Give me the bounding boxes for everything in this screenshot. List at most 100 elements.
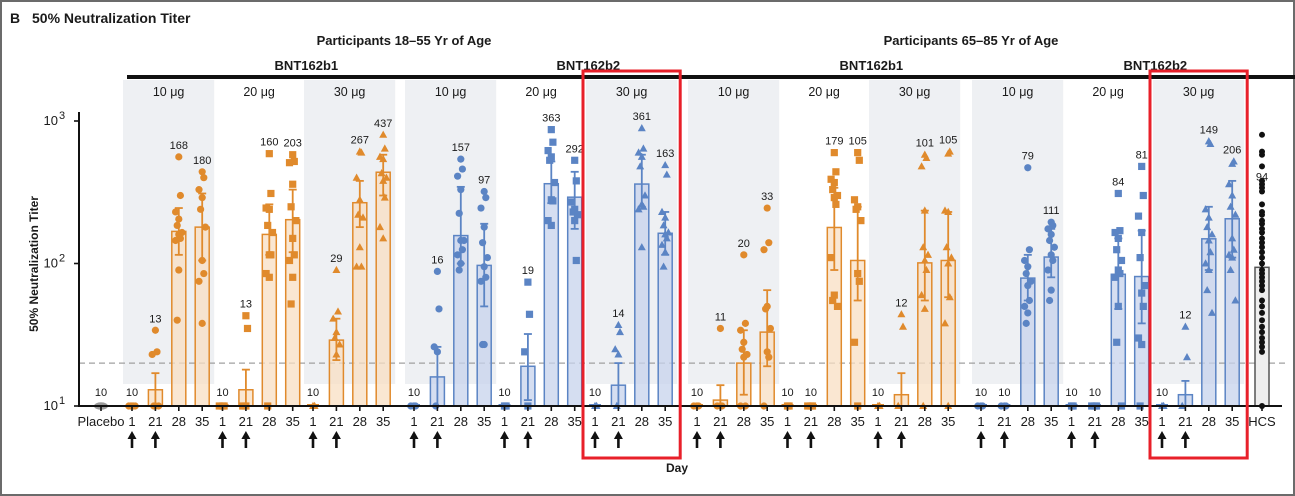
hcs-data-point — [1259, 211, 1265, 218]
vaccination-arrow-head — [999, 431, 1009, 439]
x-tick-label: 21 — [430, 414, 444, 429]
data-point — [176, 191, 184, 200]
dose-label: 20 μg — [1092, 85, 1124, 99]
gmt-value-label: 10 — [998, 387, 1010, 399]
hcs-data-point — [1259, 329, 1265, 336]
x-tick-label: 1 — [410, 414, 417, 429]
gmt-value-label: 13 — [149, 313, 161, 325]
x-tick-label: 1 — [1158, 414, 1165, 429]
vaccination-arrow-head — [500, 431, 509, 439]
hcs-data-point — [1259, 188, 1265, 195]
y-axis-label: 50% Neutralization Titer — [27, 196, 41, 332]
gmt-value-label: 97 — [478, 175, 490, 187]
data-point — [173, 316, 181, 324]
data-point — [947, 253, 956, 261]
dose-label: 30 μg — [899, 85, 931, 99]
data-point — [1134, 334, 1143, 342]
vaccine-label: BNT162b2 — [557, 58, 621, 73]
x-tick-label: 35 — [760, 414, 774, 429]
data-point — [289, 273, 297, 281]
data-point — [1113, 246, 1121, 254]
x-tick-label: 21 — [894, 414, 908, 429]
vaccination-arrow-head — [896, 431, 906, 439]
data-point — [639, 202, 648, 210]
data-point — [571, 217, 579, 225]
data-point — [637, 124, 646, 132]
data-point — [616, 327, 624, 336]
x-tick-label: 28 — [1111, 414, 1125, 429]
data-point — [1113, 338, 1121, 346]
data-point — [830, 194, 838, 202]
data-point — [854, 269, 862, 278]
data-point — [922, 265, 931, 274]
gmt-value-label: 33 — [761, 191, 773, 203]
placebo-gmt-label: 10 — [95, 387, 107, 399]
data-point — [1024, 309, 1032, 317]
data-point — [760, 246, 768, 254]
data-point — [1138, 340, 1146, 349]
day-group: 437 — [374, 118, 392, 407]
data-point — [830, 178, 838, 187]
data-point — [355, 195, 364, 203]
data-point — [1229, 157, 1238, 165]
gmt-bar — [634, 183, 650, 407]
data-point — [332, 265, 341, 274]
data-point — [264, 221, 272, 230]
data-point — [1204, 213, 1213, 221]
hcs-data-point — [1259, 278, 1265, 285]
data-point — [945, 147, 954, 155]
data-point — [287, 300, 295, 308]
vaccine-label: BNT162b2 — [1124, 58, 1188, 73]
x-tick-label: 1 — [1068, 414, 1075, 429]
data-point — [1049, 256, 1057, 265]
day-group: 79 — [1020, 151, 1036, 407]
data-point — [763, 204, 771, 212]
vaccination-arrow-head — [1090, 431, 1100, 439]
data-point — [549, 138, 557, 146]
data-point — [483, 254, 491, 262]
data-point — [172, 208, 180, 216]
data-point — [547, 126, 555, 134]
data-point — [547, 221, 555, 230]
data-point — [611, 345, 620, 353]
day-group: 160 — [260, 137, 278, 410]
data-point — [1047, 230, 1055, 239]
data-point — [1047, 286, 1055, 294]
day-group: 105 — [849, 136, 867, 410]
hcs-data-point — [1259, 323, 1265, 330]
data-point — [198, 168, 206, 176]
data-point — [524, 278, 532, 286]
dose-label: 10 μg — [435, 85, 467, 99]
x-tick-label: 35 — [941, 414, 955, 429]
day-group: 180 — [193, 155, 211, 407]
data-point — [1046, 236, 1054, 245]
vaccination-arrow-head — [1180, 431, 1190, 439]
data-point — [379, 176, 388, 184]
data-point — [1117, 256, 1126, 265]
day-group: 292 — [566, 143, 584, 407]
x-tick-label: 28 — [635, 414, 649, 429]
data-point — [827, 254, 835, 262]
gmt-value-label: 10 — [126, 387, 138, 399]
data-point — [200, 269, 208, 278]
day-group: 81 — [1133, 149, 1150, 410]
day-group: 111 — [1043, 205, 1060, 407]
data-point — [1022, 269, 1030, 278]
data-point — [197, 205, 205, 213]
hcs-data-point — [1259, 254, 1265, 261]
x-tick-label: 21 — [239, 414, 253, 429]
data-point — [829, 296, 837, 305]
x-tick-label-placebo: Placebo — [78, 414, 125, 429]
vaccination-arrow-head — [523, 431, 533, 439]
x-tick-label: 21 — [148, 414, 162, 429]
data-point — [572, 256, 580, 265]
data-point — [661, 248, 670, 256]
data-point — [662, 170, 671, 178]
dose-label: 30 μg — [1183, 85, 1215, 99]
data-point — [198, 256, 206, 265]
gmt-bar — [1043, 256, 1059, 407]
data-point — [379, 154, 388, 163]
age-group-label: Participants 65–85 Yr of Age — [884, 33, 1059, 48]
x-tick-label: 35 — [1044, 414, 1058, 429]
